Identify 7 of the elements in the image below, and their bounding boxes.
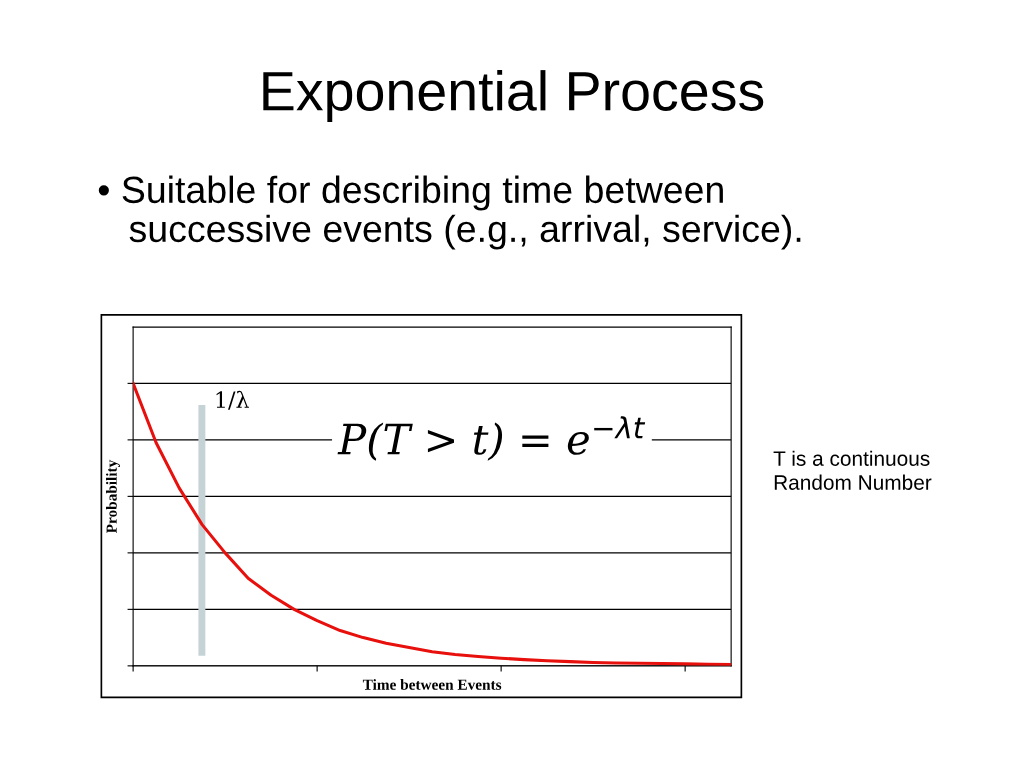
chart-subtitle: • Suitable for describing time between successive events (e.g., arrival, service).	[98, 175, 801, 250]
chart-title: Exponential Process	[263, 70, 764, 122]
annotation: 1/λ	[216, 390, 249, 410]
x-axis-title: Time between Events	[362, 679, 502, 690]
annotation: P(T > t) = e$^{−λt}$	[337, 416, 646, 461]
y-axis-title: Probability	[106, 459, 120, 534]
text: T is a continuous Random Number	[773, 450, 932, 490]
